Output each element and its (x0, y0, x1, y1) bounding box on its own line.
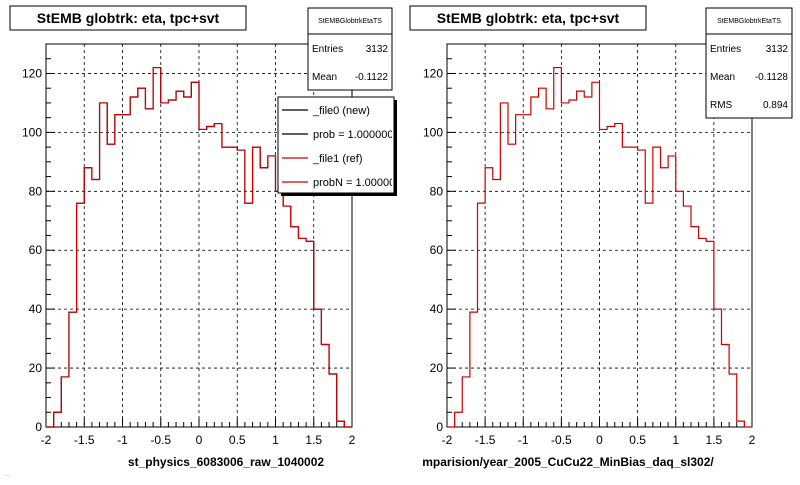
stats-label: RMS (710, 100, 733, 111)
stats-box (307, 7, 393, 91)
x-tick-label: 0 (196, 433, 203, 447)
legend-label: prob = 1.000000 (313, 129, 393, 141)
stats-label: Entries (710, 44, 741, 55)
y-tick-label: 40 (29, 302, 43, 316)
legend-label: _file1 (ref) (312, 153, 363, 165)
x-tick-label: 2 (349, 433, 356, 447)
stats-label: Mean (710, 72, 735, 83)
stats-box-name: StEMBGlobtrkEtaTS (318, 18, 382, 25)
x-tick-label: 1.5 (706, 433, 723, 447)
y-tick-label: 120 (423, 66, 443, 80)
stats-value: -0.1128 (755, 72, 789, 83)
stats-value: 3132 (366, 44, 389, 55)
legend-label: _file0 (new) (312, 105, 370, 117)
x-tick-label: -0.5 (150, 433, 171, 447)
x-axis-label: mparision/year_2005_CuCu22_MinBias_daq_s… (422, 455, 714, 469)
chart-title: StEMB globtrk: eta, tpc+svt (37, 10, 220, 26)
legend-box (277, 96, 395, 194)
x-tick-label: 0.5 (629, 433, 646, 447)
y-tick-label: 80 (29, 184, 43, 198)
stats-box (705, 7, 793, 119)
footer-text: ... (4, 471, 10, 478)
legend-entries: _file0 (new) prob = 1.000000 _file1 (ref) p… (282, 105, 401, 189)
x-tick-label: -1.5 (475, 433, 496, 447)
y-tick-label: 0 (436, 420, 443, 434)
chart-title: StEMB globtrk: eta, tpc+svt (437, 10, 620, 26)
y-tick-label: 60 (29, 243, 43, 257)
legend-label: probN = 1.000000 (313, 177, 401, 189)
x-tick-label: 2 (749, 433, 756, 447)
y-tick-label: 20 (29, 361, 43, 375)
y-tick-label: 100 (22, 125, 42, 139)
stats-value: 0.894 (763, 100, 788, 111)
x-tick-label: 0 (596, 433, 603, 447)
chart-1: -2 -1.5 -1 -0.5 0 0.5 1 1.5 2020406080100120StEM… (9, 5, 401, 469)
x-axis-label: st_physics_6083006_raw_1040002 (128, 455, 324, 469)
title-box (409, 5, 647, 31)
x-tick-label: -2 (41, 433, 52, 447)
y-tick-label: 20 (430, 361, 444, 375)
stats-value: 3132 (766, 44, 789, 55)
x-tick-label: 1.5 (305, 433, 322, 447)
x-tick-label: 1 (672, 433, 679, 447)
stats-box-name: StEMBGlobtrkEtaTS (717, 18, 781, 25)
title-box (9, 5, 247, 31)
legend: _file0 (new) prob = 1.000000 _file1 (ref) p… (277, 96, 401, 196)
y-tick-label: 120 (22, 66, 42, 80)
y-tick-label: 0 (35, 420, 42, 434)
chart-2: -2 -1.5 -1 -0.5 0 0.5 1 1.5 2020406080100120StEM… (409, 5, 793, 469)
x-tick-label: -1.5 (74, 433, 95, 447)
stats-label: Mean (312, 72, 337, 83)
y-tick-label: 60 (430, 243, 444, 257)
x-tick-label: -0.5 (551, 433, 572, 447)
y-tick-label: 40 (430, 302, 444, 316)
histogram-series-2 (46, 66, 352, 428)
stats-value: -0.1122 (355, 72, 389, 83)
histogram-series-1 (447, 66, 752, 428)
x-tick-label: 1 (272, 433, 279, 447)
x-tick-label: 0.5 (229, 433, 246, 447)
x-tick-label: -1 (117, 433, 128, 447)
y-tick-label: 80 (430, 184, 444, 198)
x-tick-label: -2 (442, 433, 453, 447)
x-tick-label: -1 (518, 433, 529, 447)
stats-label: Entries (312, 44, 343, 55)
y-tick-label: 100 (423, 125, 443, 139)
